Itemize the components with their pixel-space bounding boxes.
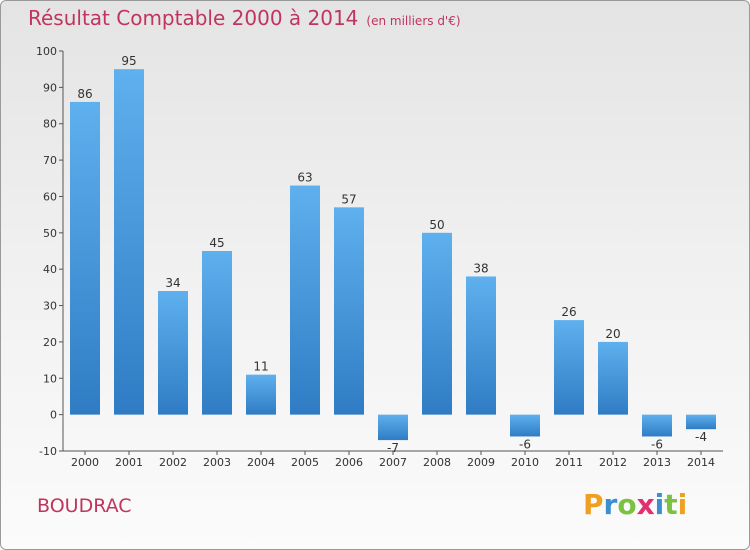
x-tick-label: 2001	[115, 456, 143, 469]
x-tick-label: 2014	[687, 456, 715, 469]
bar	[466, 276, 496, 415]
y-tick-label: 0	[50, 409, 57, 422]
data-label: 38	[473, 261, 488, 275]
bar	[510, 414, 540, 437]
x-tick-label: 2003	[203, 456, 231, 469]
x-tick-label: 2006	[335, 456, 363, 469]
data-label: -6	[651, 437, 663, 451]
bar	[158, 291, 188, 415]
x-tick-label: 2007	[379, 456, 407, 469]
x-tick-label: 2009	[467, 456, 495, 469]
labels-layer: 86 95 34 45 11 63 57 -7 50 38 -6 26 20 -6 -4	[77, 54, 707, 455]
x-tick-label: 2010	[511, 456, 539, 469]
logo-letter: i	[654, 488, 665, 521]
data-label: 63	[297, 171, 312, 185]
y-tick-label: 50	[43, 227, 57, 240]
data-label: -6	[519, 437, 531, 451]
city-name: BOUDRAC	[37, 495, 132, 517]
bar	[334, 207, 364, 415]
x-tick-label: 2012	[599, 456, 627, 469]
bar	[202, 251, 232, 415]
y-tick-label: 40	[43, 263, 57, 276]
bar	[598, 341, 628, 415]
y-tick-label: 100	[36, 45, 57, 58]
data-label: 26	[561, 305, 576, 319]
bar	[70, 101, 100, 415]
data-label: 57	[341, 192, 356, 206]
logo-letter: P	[583, 488, 604, 521]
x-tick-label: 2008	[423, 456, 451, 469]
data-label: 86	[77, 87, 92, 101]
x-tick-label: 2004	[247, 456, 275, 469]
bars-layer	[70, 69, 716, 441]
logo-letter: r	[603, 488, 618, 521]
data-label: 20	[605, 327, 620, 341]
y-tick-label: -10	[39, 445, 57, 458]
bar	[422, 232, 452, 415]
axis-layer: -10 0 10 20 30 40 50 60 70 80 90 100 2000 2001 2002 200…	[36, 45, 723, 469]
y-tick-label: 80	[43, 118, 57, 131]
y-tick-label: 70	[43, 154, 57, 167]
data-label: -4	[695, 430, 707, 444]
y-tick-label: 90	[43, 81, 57, 94]
data-label: 45	[209, 236, 224, 250]
data-label: 34	[165, 276, 180, 290]
data-label: 11	[253, 360, 268, 374]
chart-title-block: Résultat Comptable 2000 à 2014 (en millie…	[28, 6, 461, 30]
y-tick-label: 30	[43, 300, 57, 313]
x-tick-label: 2005	[291, 456, 319, 469]
bar	[114, 69, 144, 415]
x-tick-label: 2000	[71, 456, 99, 469]
bar	[686, 414, 716, 430]
proxiti-logo: Proxiti	[583, 488, 687, 521]
bar	[290, 185, 320, 415]
chart-title: Résultat Comptable 2000 à 2014	[28, 6, 359, 30]
logo-letter: t	[664, 488, 678, 521]
x-tick-label: 2002	[159, 456, 187, 469]
bar	[378, 414, 408, 441]
chart-subtitle: (en milliers d'€)	[366, 14, 461, 28]
data-label: -7	[387, 441, 399, 455]
bar	[554, 320, 584, 415]
y-tick-label: 20	[43, 336, 57, 349]
bar	[246, 374, 276, 415]
y-tick-label: 10	[43, 372, 57, 385]
bar	[642, 414, 672, 437]
x-tick-label: 2011	[555, 456, 583, 469]
data-label: 50	[429, 218, 444, 232]
data-label: 95	[121, 54, 136, 68]
logo-letter: x	[636, 488, 655, 521]
logo-letter: i	[677, 488, 688, 521]
logo-letter: o	[617, 488, 637, 521]
x-tick-label: 2013	[643, 456, 671, 469]
y-tick-label: 60	[43, 190, 57, 203]
